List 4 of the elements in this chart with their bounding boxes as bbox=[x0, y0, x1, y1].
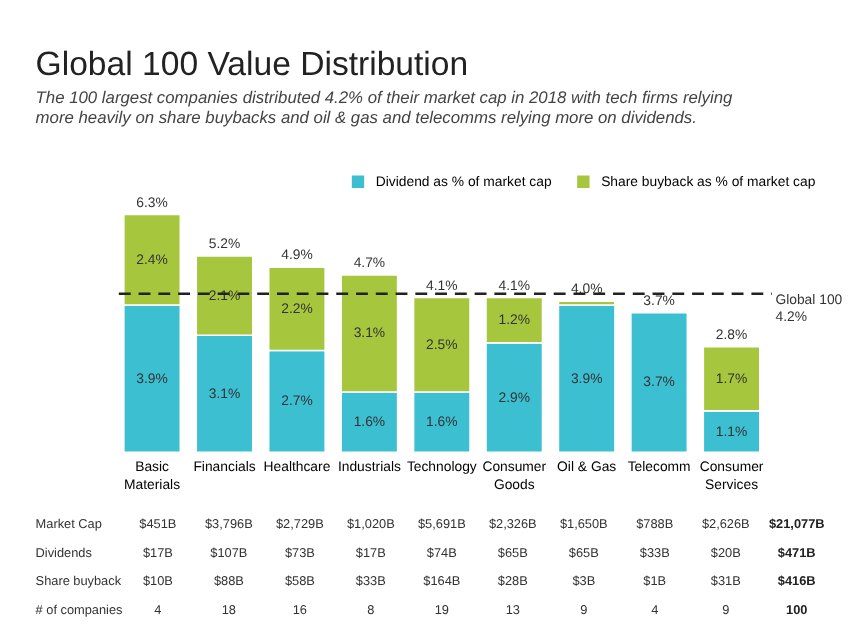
chart-title: Global 100 Value Distribution bbox=[35, 44, 469, 83]
bar bbox=[630, 311, 689, 454]
bar bbox=[557, 304, 616, 454]
chart-subtitle: The 100 largest companies distributed 4.2% of their market cap in 2018 with tech firms relying more heavily on share buybacks and oil & gas and telecomms relying more on dividends. bbox=[35, 86, 734, 128]
